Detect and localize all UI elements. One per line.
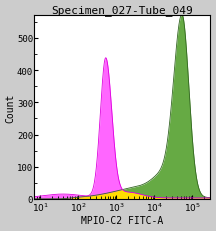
Y-axis label: Count: Count — [6, 93, 16, 122]
X-axis label: MPIO-C2 FITC-A: MPIO-C2 FITC-A — [81, 216, 164, 225]
Title: Specimen_027-Tube_049: Specimen_027-Tube_049 — [52, 6, 193, 16]
